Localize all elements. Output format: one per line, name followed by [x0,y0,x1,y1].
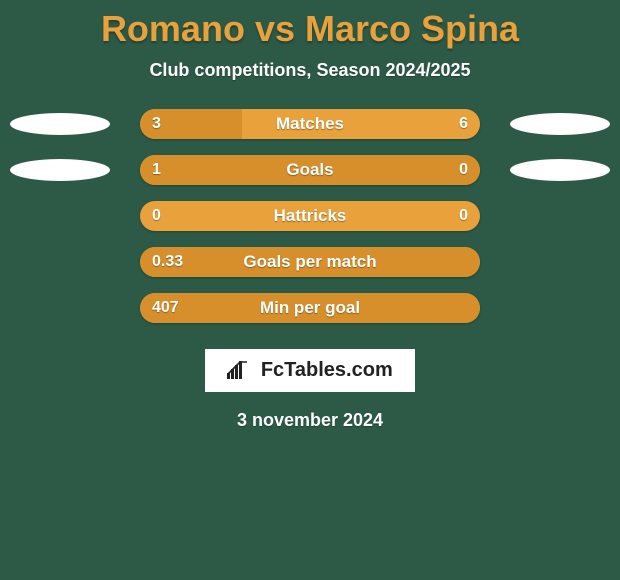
stat-row: 0.33Goals per match [0,247,620,277]
page-subtitle: Club competitions, Season 2024/2025 [0,60,620,81]
comparison-infographic: Romano vs Marco Spina Club competitions,… [0,0,620,580]
stat-label: Goals [140,155,480,185]
player-marker-left [10,159,110,181]
chart-bars-icon [227,359,261,381]
brand-text: FcTables.com [261,359,393,381]
stat-row: 407Min per goal [0,293,620,323]
stat-row: 00Hattricks [0,201,620,231]
page-title: Romano vs Marco Spina [0,8,620,50]
date-text: 3 november 2024 [0,410,620,431]
player-marker-right [510,159,610,181]
brand-badge: FcTables.com [205,349,414,392]
stat-bar: 36Matches [140,109,480,139]
stat-bar: 10Goals [140,155,480,185]
stat-label: Hattricks [140,201,480,231]
stat-label: Goals per match [140,247,480,277]
stat-row: 10Goals [0,155,620,185]
stat-bar: 407Min per goal [140,293,480,323]
stat-bar: 00Hattricks [140,201,480,231]
stat-label: Min per goal [140,293,480,323]
player-marker-right [510,113,610,135]
stats-list: 36Matches 10Goals 00Hattricks 0.33Goals per… [0,109,620,323]
player-marker-left [10,113,110,135]
stat-bar: 0.33Goals per match [140,247,480,277]
stat-row: 36Matches [0,109,620,139]
stat-label: Matches [140,109,480,139]
